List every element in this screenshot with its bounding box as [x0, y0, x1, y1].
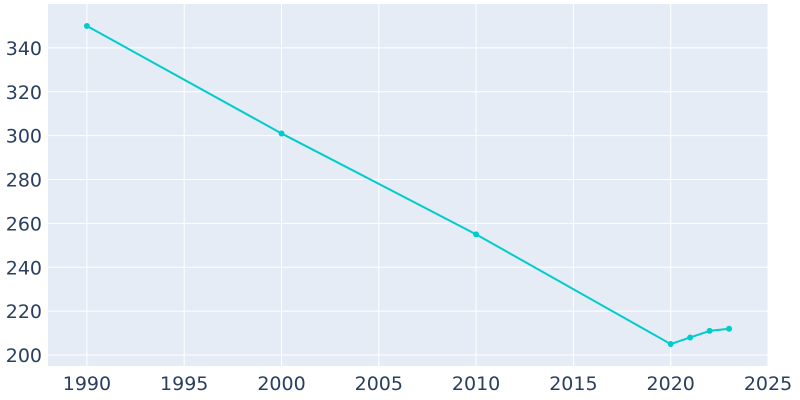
x-tick-label: 2005	[355, 373, 403, 395]
data-point	[278, 130, 285, 137]
data-point	[667, 341, 674, 348]
data-point	[726, 325, 733, 332]
y-tick-label: 200	[6, 345, 42, 367]
x-tick-label: 2020	[647, 373, 695, 395]
plot-area	[48, 4, 768, 366]
y-axis-ticks: 200 220 240 260 280 300 320 340	[6, 38, 42, 367]
y-tick-label: 260	[6, 213, 42, 235]
data-point	[473, 231, 480, 238]
x-tick-label: 1995	[160, 373, 208, 395]
vertical-gridlines	[86, 4, 769, 366]
x-tick-label: 2010	[452, 373, 500, 395]
x-tick-label: 2025	[744, 373, 792, 395]
y-tick-label: 280	[6, 170, 42, 192]
data-point	[83, 22, 90, 29]
x-tick-label: 1990	[63, 373, 111, 395]
data-point	[687, 334, 694, 341]
y-tick-label: 320	[6, 82, 42, 104]
x-tick-label: 2015	[549, 373, 597, 395]
data-points	[83, 22, 733, 348]
x-tick-label: 2000	[257, 373, 305, 395]
y-tick-label: 240	[6, 257, 42, 279]
y-tick-label: 300	[6, 126, 42, 148]
data-point	[706, 327, 713, 334]
y-tick-label: 220	[6, 301, 42, 323]
x-axis-ticks: 1990 1995 2000 2005 2010 2015 2020 2025	[63, 373, 792, 395]
y-tick-label: 340	[6, 38, 42, 60]
horizontal-gridlines	[48, 47, 768, 356]
